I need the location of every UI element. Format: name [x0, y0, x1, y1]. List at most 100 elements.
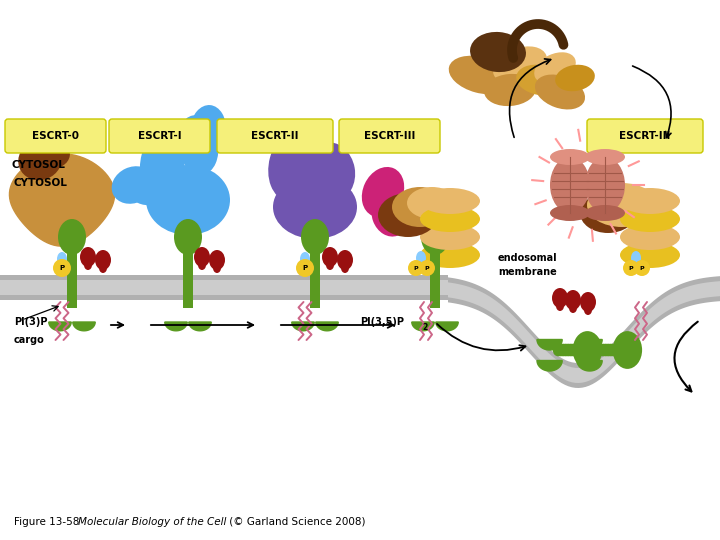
Circle shape — [623, 260, 639, 276]
Text: (© Garland Science 2008): (© Garland Science 2008) — [226, 517, 366, 527]
Ellipse shape — [470, 32, 526, 72]
Ellipse shape — [58, 219, 86, 255]
Ellipse shape — [198, 260, 206, 270]
Circle shape — [634, 260, 650, 276]
Ellipse shape — [569, 303, 577, 313]
Polygon shape — [577, 361, 602, 371]
Ellipse shape — [420, 224, 480, 250]
Ellipse shape — [595, 343, 606, 356]
Text: PI(3,5)P: PI(3,5)P — [360, 317, 404, 327]
Ellipse shape — [190, 105, 226, 155]
Ellipse shape — [598, 343, 608, 356]
Polygon shape — [316, 322, 338, 331]
FancyBboxPatch shape — [217, 119, 333, 153]
Ellipse shape — [558, 343, 568, 356]
Text: CYTOSOL: CYTOSOL — [12, 160, 66, 170]
Ellipse shape — [300, 252, 310, 266]
Bar — [310, 245, 320, 308]
Polygon shape — [448, 276, 720, 388]
FancyBboxPatch shape — [587, 119, 703, 153]
Ellipse shape — [550, 149, 590, 165]
Ellipse shape — [421, 219, 449, 255]
Text: PI(3)P: PI(3)P — [14, 317, 48, 327]
FancyBboxPatch shape — [5, 119, 106, 153]
Ellipse shape — [326, 260, 334, 270]
Text: P: P — [425, 266, 429, 271]
Ellipse shape — [416, 251, 426, 265]
Text: ESCRT-0: ESCRT-0 — [32, 131, 79, 141]
Ellipse shape — [269, 127, 325, 202]
Ellipse shape — [112, 166, 154, 204]
Ellipse shape — [580, 193, 636, 233]
Ellipse shape — [130, 175, 170, 205]
Ellipse shape — [493, 46, 547, 84]
Ellipse shape — [620, 242, 680, 268]
Ellipse shape — [95, 250, 111, 270]
Ellipse shape — [372, 193, 408, 237]
Text: Figure 13-58: Figure 13-58 — [14, 517, 86, 527]
FancyBboxPatch shape — [109, 119, 210, 153]
Ellipse shape — [555, 65, 595, 91]
Text: P: P — [414, 266, 418, 271]
Ellipse shape — [57, 252, 67, 266]
Ellipse shape — [341, 263, 349, 273]
Ellipse shape — [535, 75, 585, 110]
Ellipse shape — [407, 187, 457, 219]
Bar — [67, 245, 77, 308]
Text: P: P — [629, 266, 634, 271]
Circle shape — [419, 260, 435, 276]
Ellipse shape — [534, 52, 576, 84]
Ellipse shape — [572, 331, 602, 369]
Text: CYTOSOL: CYTOSOL — [14, 178, 68, 188]
Ellipse shape — [209, 250, 225, 270]
Ellipse shape — [362, 167, 404, 217]
Ellipse shape — [99, 263, 107, 273]
Ellipse shape — [580, 292, 596, 312]
Ellipse shape — [337, 250, 353, 270]
Bar — [0, 280, 448, 295]
Text: ESCRT-III: ESCRT-III — [364, 131, 415, 141]
Polygon shape — [537, 340, 562, 350]
Polygon shape — [292, 322, 314, 331]
Circle shape — [296, 259, 314, 277]
Ellipse shape — [593, 343, 603, 356]
Ellipse shape — [18, 140, 62, 180]
Ellipse shape — [563, 343, 574, 356]
Ellipse shape — [550, 205, 590, 221]
Ellipse shape — [585, 205, 625, 221]
Ellipse shape — [556, 301, 564, 311]
Ellipse shape — [606, 343, 616, 356]
Polygon shape — [189, 322, 211, 331]
Ellipse shape — [620, 188, 680, 214]
Text: P: P — [60, 265, 65, 271]
Bar — [430, 245, 440, 308]
Ellipse shape — [305, 142, 355, 202]
Text: P: P — [639, 266, 644, 271]
Ellipse shape — [620, 224, 680, 250]
Ellipse shape — [213, 263, 221, 273]
Text: membrane: membrane — [498, 267, 557, 277]
Ellipse shape — [484, 74, 536, 106]
Ellipse shape — [178, 115, 218, 175]
Ellipse shape — [378, 193, 438, 237]
Polygon shape — [577, 340, 602, 350]
Ellipse shape — [611, 343, 621, 356]
Ellipse shape — [553, 343, 563, 356]
Ellipse shape — [322, 247, 338, 267]
Polygon shape — [49, 322, 71, 331]
Ellipse shape — [608, 343, 618, 356]
Ellipse shape — [34, 138, 70, 168]
Ellipse shape — [555, 343, 566, 356]
Polygon shape — [412, 322, 434, 331]
Ellipse shape — [194, 247, 210, 267]
Ellipse shape — [552, 288, 568, 308]
Ellipse shape — [576, 343, 586, 356]
Ellipse shape — [573, 343, 584, 356]
Ellipse shape — [449, 56, 511, 94]
Ellipse shape — [420, 188, 480, 214]
Ellipse shape — [550, 157, 590, 213]
Ellipse shape — [560, 343, 571, 356]
Ellipse shape — [140, 126, 186, 194]
Polygon shape — [537, 361, 562, 371]
Ellipse shape — [600, 343, 611, 356]
